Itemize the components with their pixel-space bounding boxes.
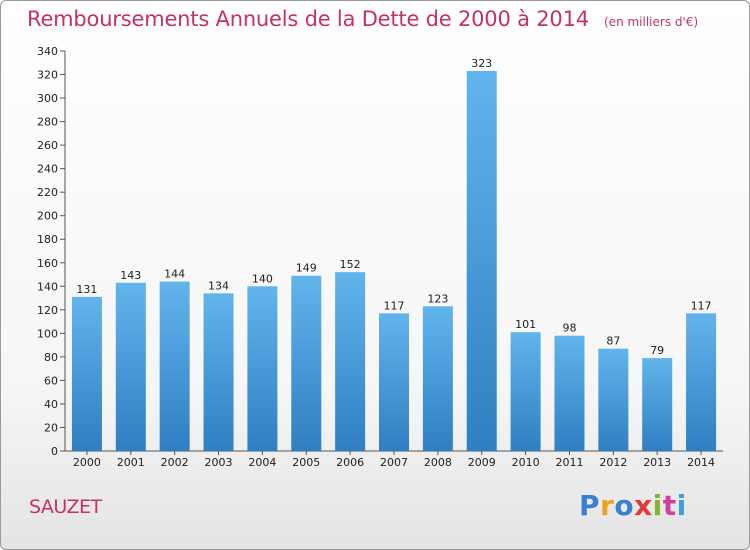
bars [71,71,717,451]
bar-2004 [247,286,278,451]
value-labels: 131 143 144 134 140 149 152 117 123 323 101 98 87 79 1… [76,57,711,357]
y-tick-label: 40 [44,398,58,411]
y-tick-label: 300 [37,92,58,105]
value-label-2013: 79 [650,344,664,357]
y-tick-label: 160 [37,257,58,270]
value-label-2005: 149 [296,262,317,275]
y-tick-label: 200 [37,210,58,223]
y-tick-label: 340 [37,45,58,58]
y-axis: 0 20 40 60 80 100 120 140 160 180 200 220 240 260 280 3… [37,45,66,458]
value-label-2007: 117 [384,299,405,312]
logo-letter: P [579,489,601,522]
x-tick-label: 2002 [161,456,189,469]
bar-2014 [686,313,717,451]
value-label-2009: 323 [471,57,492,70]
y-tick-label: 140 [37,280,58,293]
bar-2008 [422,306,453,451]
y-tick-label: 260 [37,139,58,152]
bar-2003 [203,293,234,451]
bar-2002 [159,281,190,451]
x-tick-label: 2006 [336,456,364,469]
x-tick-label: 2000 [73,456,101,469]
logo-letter: x [634,489,653,522]
y-tick-label: 240 [37,163,58,176]
y-tick-label: 100 [37,327,58,340]
y-tick-label: 280 [37,116,58,129]
title-row: Remboursements Annuels de la Dette de 20… [27,7,698,31]
x-tick-label: 2001 [117,456,145,469]
value-label-2002: 144 [164,268,185,281]
chart-title: Remboursements Annuels de la Dette de 20… [27,7,589,31]
x-axis: 2000 2001 2002 2003 2004 2005 2006 2007 2008 2009… [65,450,723,469]
x-tick-label: 2007 [380,456,408,469]
bar-2010 [510,332,541,451]
bar-2012 [598,348,629,451]
x-tick-label: 2009 [468,456,496,469]
proxiti-logo[interactable]: Proxiti [579,489,687,522]
x-tick-label: 2004 [248,456,276,469]
value-label-2010: 101 [515,318,536,331]
value-label-2012: 87 [606,335,620,348]
y-tick-label: 80 [44,351,58,364]
x-tick-label: 2010 [512,456,540,469]
logo-letter: i [652,489,663,522]
bar-2011 [554,335,585,451]
x-tick-label: 2003 [205,456,233,469]
bar-2007 [379,313,409,451]
commune-name: SAUZET [29,496,102,518]
y-tick-label: 60 [44,374,58,387]
value-label-2006: 152 [340,258,361,271]
value-label-2014: 117 [691,299,712,312]
y-tick-label: 20 [44,421,58,434]
value-label-2003: 134 [208,279,229,292]
x-tick-label: 2014 [687,456,715,469]
chart-subtitle: (en milliers d'€) [604,15,699,29]
value-label-2008: 123 [427,292,448,305]
value-label-2011: 98 [562,322,576,335]
bar-2009 [466,71,497,451]
bar-2005 [291,275,322,451]
y-tick-label: 0 [51,445,58,458]
x-tick-label: 2013 [643,456,671,469]
value-label-2004: 140 [252,272,273,285]
bar-2006 [335,272,366,451]
value-label-2000: 131 [76,283,97,296]
logo-letter: r [600,489,615,522]
x-tick-label: 2008 [424,456,452,469]
x-tick-label: 2011 [555,456,583,469]
y-tick-label: 120 [37,304,58,317]
y-tick-label: 320 [37,69,58,82]
x-tick-label: 2012 [599,456,627,469]
bar-2000 [71,296,102,451]
y-tick-label: 180 [37,233,58,246]
bar-2013 [642,358,673,451]
logo-letter: i [676,489,687,522]
value-label-2001: 143 [120,269,141,282]
y-tick-label: 220 [37,186,58,199]
logo-letter: t [662,489,677,522]
logo-letter: o [614,489,635,522]
x-tick-label: 2005 [292,456,320,469]
bar-2001 [115,282,146,451]
